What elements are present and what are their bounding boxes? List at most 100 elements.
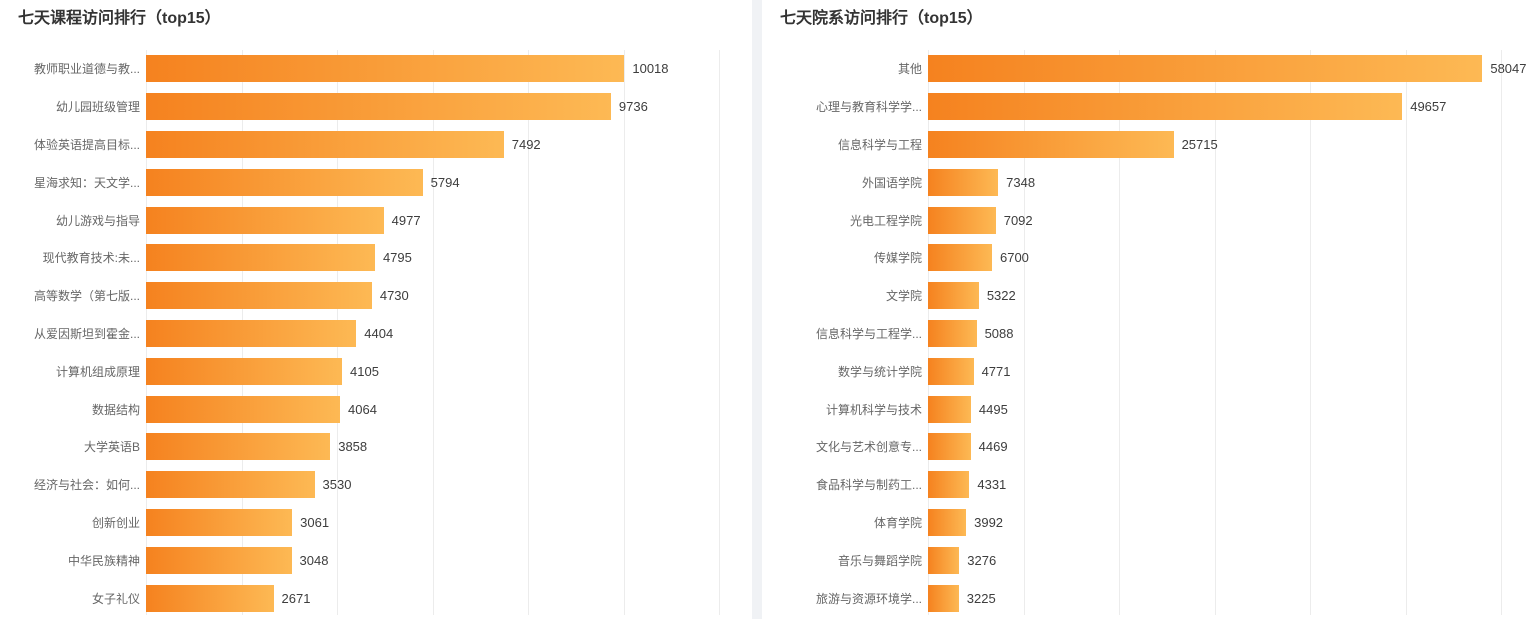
category-label: 数学与统计学院 <box>837 364 922 379</box>
value-label: 4795 <box>382 250 412 266</box>
value-label: 3992 <box>974 514 1004 530</box>
bar-row: 星海求知：天文学... 5794 <box>0 163 752 201</box>
bar-plot-area: 4105 <box>146 357 719 385</box>
value-label: 5794 <box>430 174 460 190</box>
bar-row: 其他 58047 <box>762 50 1533 88</box>
category-label: 信息科学与工程 <box>837 137 922 152</box>
category-label: 信息科学与工程学... <box>815 326 922 341</box>
bar-plot-area: 3992 <box>928 508 1501 536</box>
bar[interactable] <box>146 206 384 234</box>
bar[interactable] <box>928 584 959 612</box>
department-ranking-panel: 七天院系访问排行（top15） 其他 58047 心理与教育科学学... 49657 信… <box>762 0 1533 619</box>
bar-row: 幼儿园班级管理 9736 <box>0 88 752 126</box>
bar-plot-area: 25715 <box>928 130 1501 158</box>
category-label: 教师职业道德与教... <box>33 62 140 77</box>
bar[interactable] <box>928 546 960 574</box>
value-label: 5322 <box>986 288 1016 304</box>
bar[interactable] <box>928 508 967 536</box>
bar-row: 经济与社会：如何... 3530 <box>0 466 752 504</box>
bar-plot-area: 4495 <box>928 395 1501 423</box>
bar-row: 计算机组成原理 4105 <box>0 352 752 390</box>
bar[interactable] <box>146 357 342 385</box>
bar[interactable] <box>146 433 331 461</box>
bar-row: 外国语学院 7348 <box>762 163 1533 201</box>
category-label: 大学英语B <box>83 440 140 455</box>
bar-row: 女子礼仪 2671 <box>0 579 752 617</box>
bar-row: 信息科学与工程 25715 <box>762 126 1533 164</box>
bar-plot-area: 3061 <box>146 508 719 536</box>
bar[interactable] <box>146 130 504 158</box>
bar[interactable] <box>146 584 274 612</box>
value-label: 7348 <box>1006 174 1036 190</box>
bar[interactable] <box>146 244 375 272</box>
bar-plot-area: 6700 <box>928 244 1501 272</box>
bar-plot-area: 7492 <box>146 130 719 158</box>
bar-plot-area: 2671 <box>146 584 719 612</box>
bar[interactable] <box>928 357 974 385</box>
bar[interactable] <box>928 130 1174 158</box>
bar[interactable] <box>928 433 971 461</box>
bar-plot-area: 9736 <box>146 93 719 121</box>
bar[interactable] <box>928 93 1403 121</box>
bar[interactable] <box>146 471 315 499</box>
bar-plot-area: 4977 <box>146 206 719 234</box>
bar[interactable] <box>146 55 625 83</box>
value-label: 3048 <box>299 552 329 568</box>
bar-plot-area: 10018 <box>146 55 719 83</box>
bar[interactable] <box>928 319 977 347</box>
bar-plot-area: 4404 <box>146 319 719 347</box>
value-label: 2671 <box>281 590 311 606</box>
bar-plot-area: 5794 <box>146 168 719 196</box>
course-chart-title: 七天课程访问排行（top15） <box>18 10 221 27</box>
category-label: 音乐与舞蹈学院 <box>837 553 922 568</box>
bar[interactable] <box>928 244 992 272</box>
category-label: 其他 <box>897 62 922 77</box>
bar[interactable] <box>928 282 979 310</box>
value-label: 4495 <box>978 401 1008 417</box>
value-label: 25715 <box>1181 136 1218 152</box>
bar-row: 计算机科学与技术 4495 <box>762 390 1533 428</box>
category-label: 经济与社会：如何... <box>33 478 140 493</box>
category-label: 现代教育技术:未... <box>42 251 140 266</box>
bar[interactable] <box>928 471 970 499</box>
bar-row: 音乐与舞蹈学院 3276 <box>762 541 1533 579</box>
value-label: 49657 <box>1410 99 1447 115</box>
bar-row: 数学与统计学院 4771 <box>762 352 1533 390</box>
bar-row: 信息科学与工程学... 5088 <box>762 315 1533 353</box>
bar-plot-area: 4331 <box>928 471 1501 499</box>
bar[interactable] <box>928 168 999 196</box>
bar[interactable] <box>146 282 372 310</box>
category-label: 文化与艺术创意专... <box>815 440 922 455</box>
bar[interactable] <box>146 168 423 196</box>
category-label: 食品科学与制药工... <box>815 478 922 493</box>
value-label: 4404 <box>364 325 394 341</box>
category-label: 光电工程学院 <box>849 213 922 228</box>
bar-row: 传媒学院 6700 <box>762 239 1533 277</box>
bar[interactable] <box>928 395 971 423</box>
bar-row: 现代教育技术:未... 4795 <box>0 239 752 277</box>
bar-row: 心理与教育科学学... 49657 <box>762 88 1533 126</box>
bar[interactable] <box>928 206 996 234</box>
value-label: 3858 <box>338 439 368 455</box>
bar-plot-area: 4469 <box>928 433 1501 461</box>
gridline <box>528 50 529 615</box>
bar-plot-area: 49657 <box>928 93 1501 121</box>
value-label: 4977 <box>391 212 421 228</box>
value-label: 10018 <box>632 61 669 77</box>
course-ranking-panel: 七天课程访问排行（top15） 教师职业道德与教... 10018 幼儿园班级管理 9… <box>0 0 752 619</box>
bar[interactable] <box>146 546 292 574</box>
bar[interactable] <box>146 395 341 423</box>
category-label: 女子礼仪 <box>91 591 140 606</box>
bar[interactable] <box>928 55 1483 83</box>
bar[interactable] <box>146 319 357 347</box>
bar[interactable] <box>146 508 293 536</box>
value-label: 4730 <box>379 288 409 304</box>
bar-row: 从爱因斯坦到霍金... 4404 <box>0 315 752 353</box>
value-label: 58047 <box>1490 61 1527 77</box>
category-label: 中华民族精神 <box>67 553 140 568</box>
department-bar-rows: 其他 58047 心理与教育科学学... 49657 信息科学与工程 25715 外国语学院… <box>762 50 1533 617</box>
course-bar-rows: 教师职业道德与教... 10018 幼儿园班级管理 9736 体验英语提高目标... 74… <box>0 50 752 617</box>
bar[interactable] <box>146 93 611 121</box>
bar-row: 体育学院 3992 <box>762 504 1533 542</box>
